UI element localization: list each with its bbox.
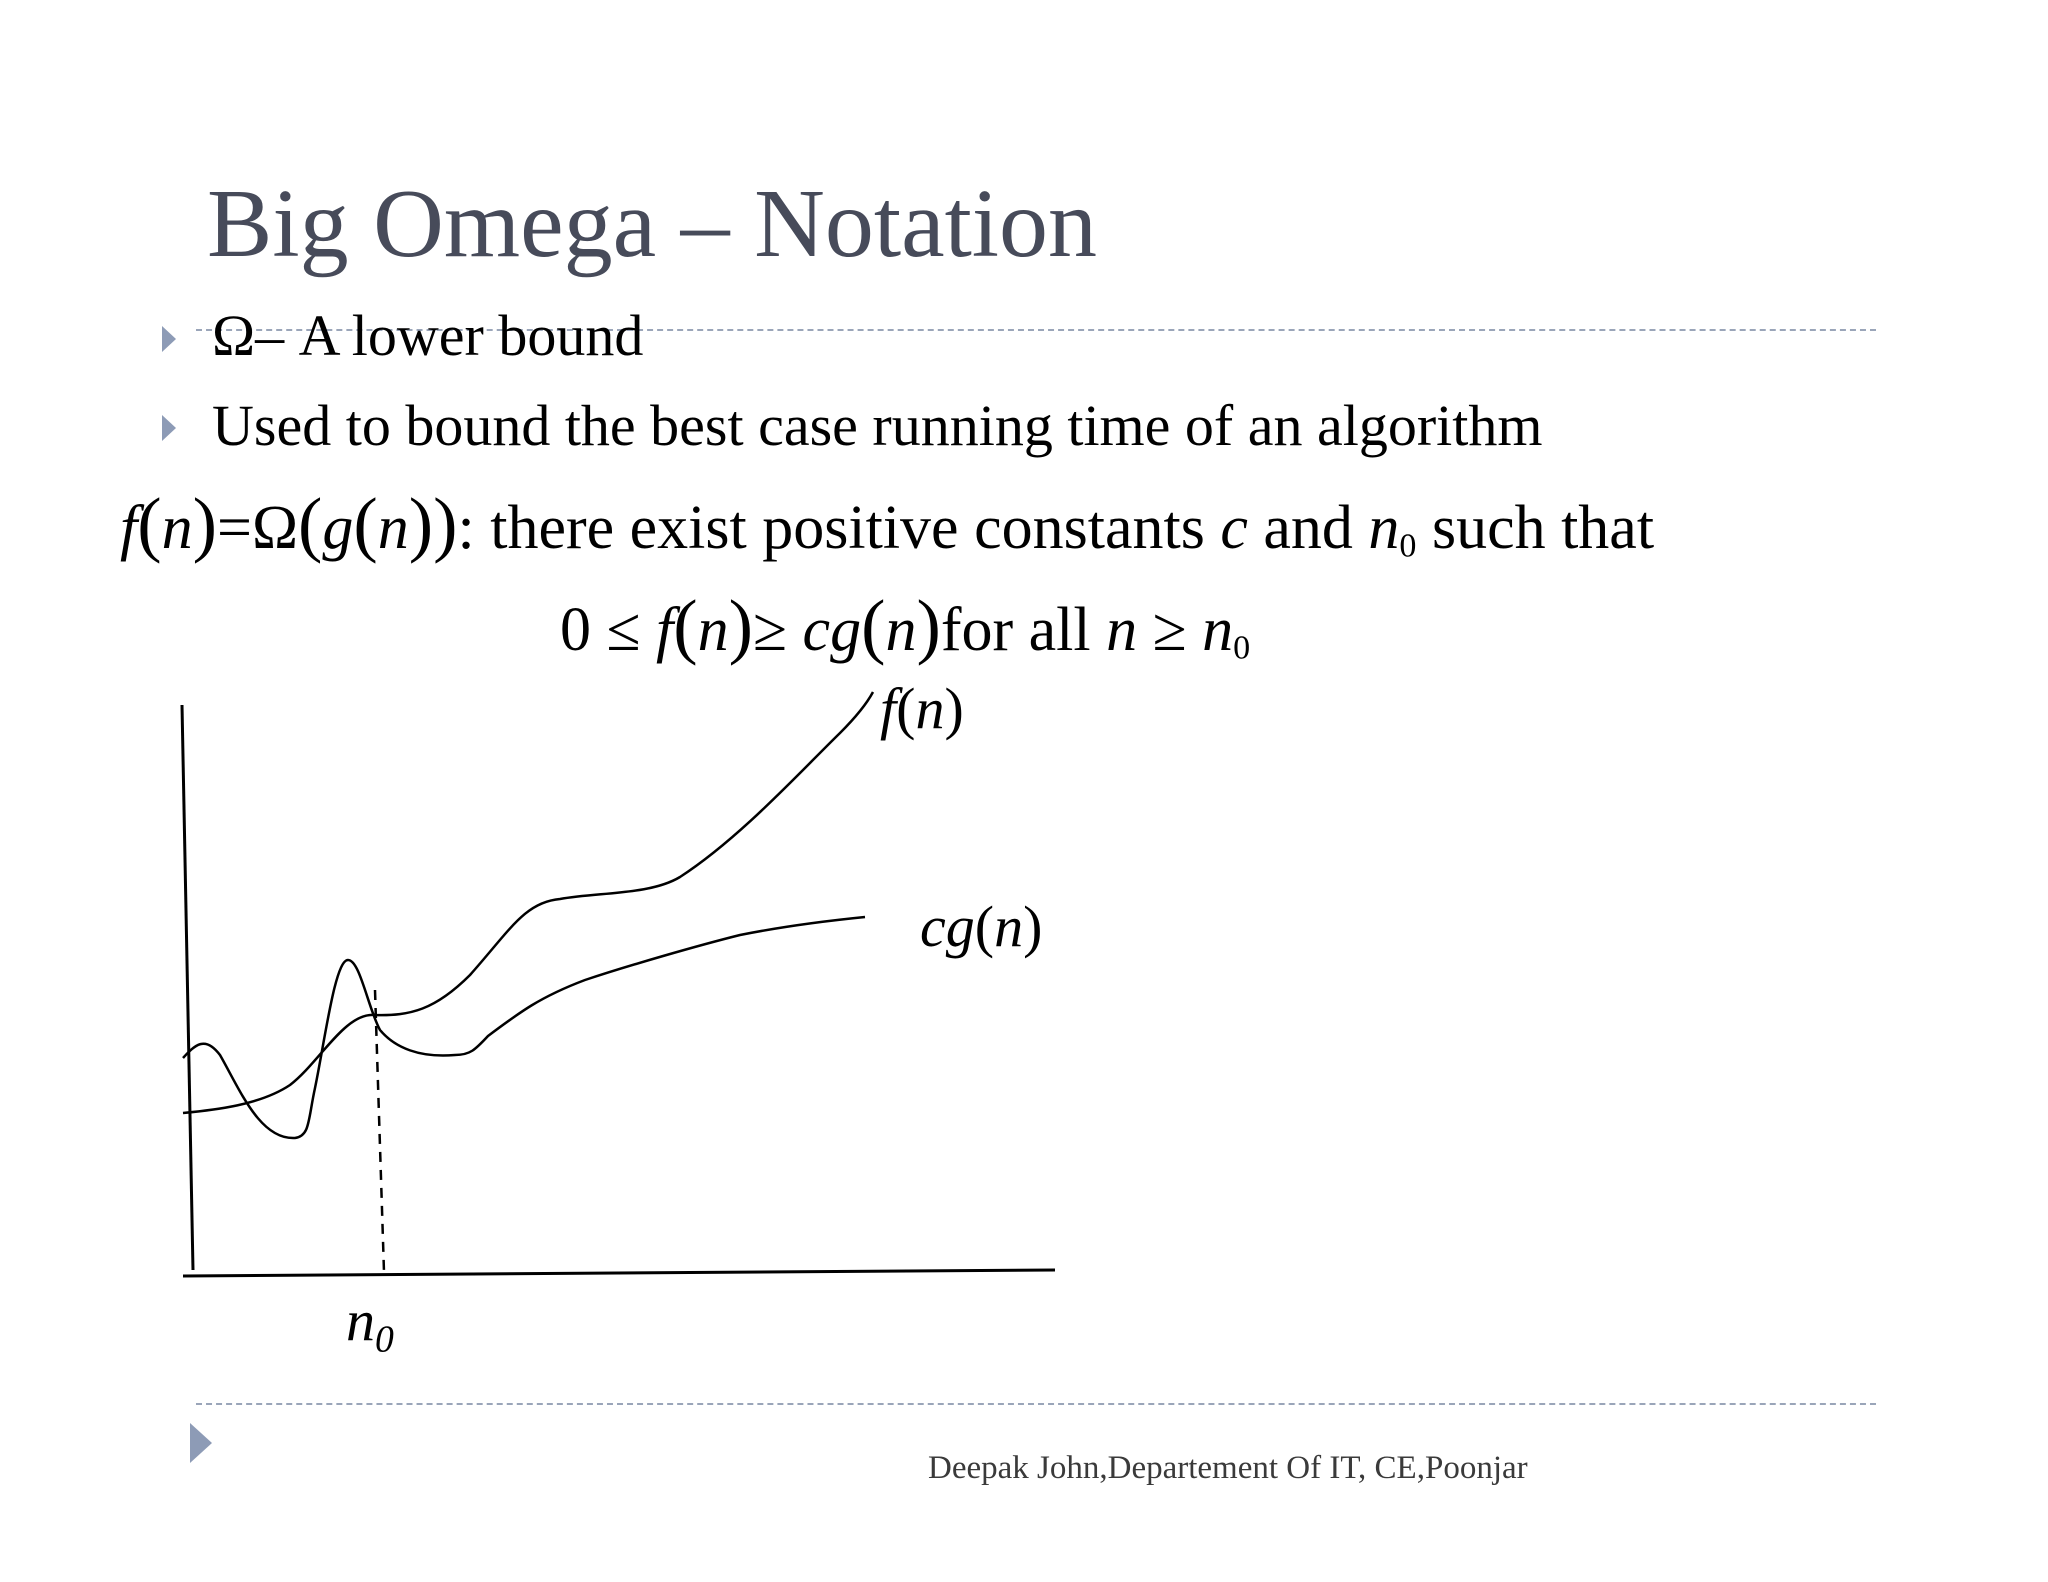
cgn-label: cg(n) [920, 898, 1042, 956]
cond-for-all: for all [940, 596, 1107, 664]
def-text1: there exist positive constants [474, 494, 1221, 562]
footer-credit: Deepak John,Departement Of IT, CE,Poonja… [928, 1450, 1528, 1486]
fn-label-f: f [880, 676, 897, 741]
bullet-arrow-icon [162, 326, 176, 352]
footer-arrow-icon [190, 1423, 212, 1463]
n0-marker-line [373, 989, 386, 1273]
fn-label: f(n) [880, 680, 964, 738]
bullet-best-case: Used to bound the best case running time… [212, 393, 1543, 458]
def-n: n [161, 494, 193, 562]
def-n0: n [1368, 494, 1400, 562]
n0-label: n0 [346, 1292, 394, 1359]
fn-curve [182, 691, 875, 1115]
cgn-label-cg: cg [920, 894, 975, 959]
def-equals-omega: =Ω [216, 494, 299, 562]
n0-label-sub: 0 [375, 1318, 394, 1361]
def-n0-sub: 0 [1399, 527, 1417, 565]
def-and: and [1247, 494, 1369, 562]
footer-divider [196, 1403, 1876, 1405]
condition-formula: 0 ≤ f(n)≥ cg(n)for all n ≥ n0 [560, 585, 1251, 667]
cond-g: g [830, 596, 862, 664]
cond-c: c [802, 596, 831, 664]
def-n-inner: n [377, 494, 409, 562]
cond-ge: ≥ [1137, 596, 1203, 664]
cgn-label-close: ) [1023, 894, 1043, 959]
cgn-label-open: ( [974, 894, 995, 959]
cond-n0: n [1202, 596, 1234, 664]
def-colon: : [457, 494, 475, 562]
n0-label-base: n [346, 1288, 375, 1353]
bullet-arrow-icon [162, 415, 176, 441]
slide-title: Big Omega – Notation [207, 170, 1098, 278]
cond-n3: n [1106, 596, 1138, 664]
def-f: f [120, 494, 138, 562]
def-g: g [322, 494, 354, 562]
fn-label-n: n [915, 676, 945, 741]
cond-n2: n [885, 596, 917, 664]
cond-n1: n [697, 596, 729, 664]
bullet-lower-bound: Ω– A lower bound [212, 303, 644, 368]
cond-n0-sub: 0 [1233, 629, 1251, 667]
def-text2: such that [1416, 494, 1655, 562]
x-axis [182, 1268, 1056, 1278]
cgn-label-n: n [994, 894, 1024, 959]
definition-formula: f(n)=Ω(g(n)): there exist positive const… [120, 483, 1655, 565]
cond-ge-c: ≥ [753, 596, 803, 664]
cgn-curve [182, 915, 866, 1140]
title-divider [196, 329, 1876, 331]
fn-label-open: ( [896, 676, 916, 741]
def-c: c [1220, 494, 1248, 562]
cond-zero-le: 0 ≤ [560, 596, 657, 664]
cond-f: f [656, 596, 674, 664]
fn-label-close: ) [944, 676, 964, 741]
y-axis [180, 704, 195, 1271]
